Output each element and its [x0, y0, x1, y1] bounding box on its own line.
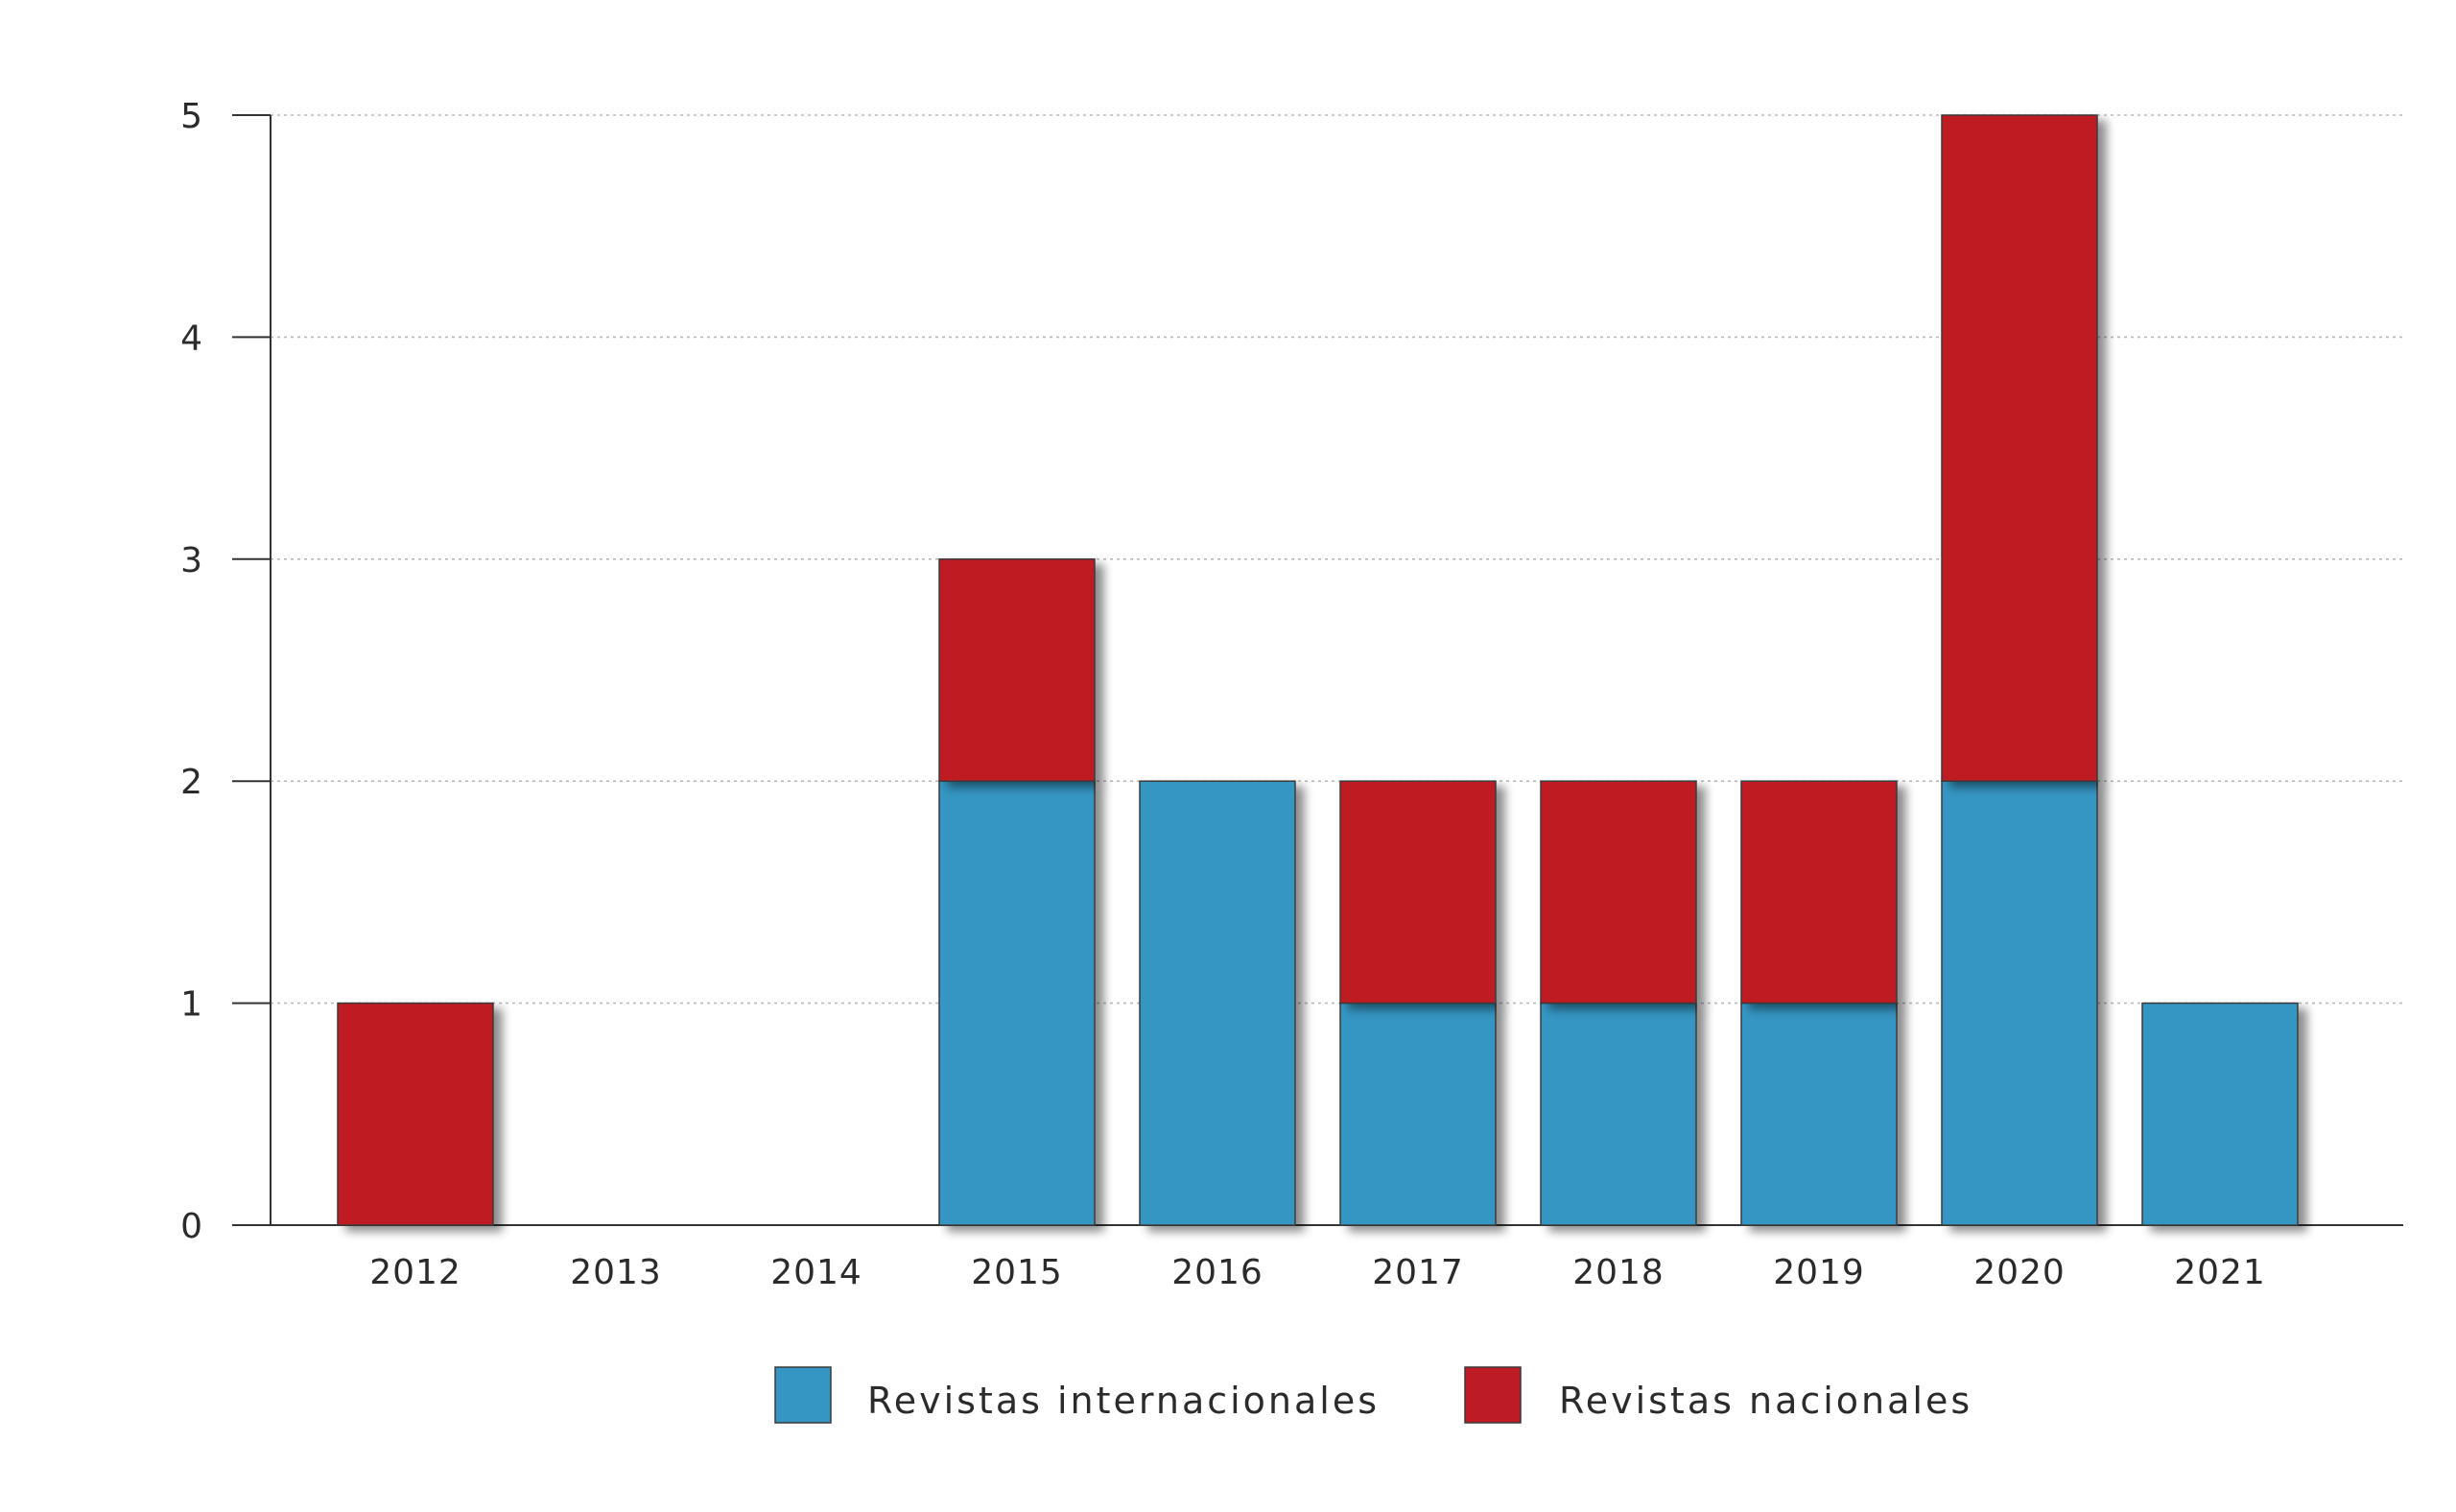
y-tick-label-4: 4 — [180, 319, 203, 358]
legend: Revistas internacionales Revistas naciona… — [774, 1366, 1972, 1424]
y-tick-label-5: 5 — [180, 97, 203, 136]
bar-2018-series-0 — [1540, 1002, 1697, 1226]
bar-2015-series-0 — [938, 780, 1096, 1226]
y-tick-label-3: 3 — [180, 541, 203, 580]
x-tick-label-2014: 2014 — [770, 1253, 862, 1292]
y-tick-label-0: 0 — [180, 1207, 203, 1246]
tick-labels: 0 1 2 3 4 5 2012 2013 2014 2015 2016 2017 2018 2019 20… — [180, 97, 2266, 1292]
bar-2021-series-0 — [2141, 1002, 2299, 1226]
x-tick-label-2021: 2021 — [2174, 1253, 2266, 1292]
x-tick-label-2018: 2018 — [1572, 1253, 1665, 1292]
x-tick-label-2016: 2016 — [1171, 1253, 1263, 1292]
bar-2017-series-0 — [1339, 1002, 1497, 1226]
y-tick-label-1: 1 — [180, 985, 203, 1025]
bar-2016-series-0 — [1139, 780, 1296, 1226]
bars — [337, 114, 2299, 1226]
bar-2015-series-1 — [938, 558, 1096, 782]
x-tick-label-2015: 2015 — [971, 1253, 1063, 1292]
bar-2019-series-1 — [1740, 780, 1898, 1004]
legend-swatch-1 — [1464, 1366, 1522, 1424]
bar-2018-series-1 — [1540, 780, 1697, 1004]
legend-label-0: Revistas internacionales — [867, 1380, 1380, 1422]
bar-2020-series-1 — [1941, 114, 2098, 782]
x-tick-label-2013: 2013 — [570, 1253, 662, 1292]
bar-2017-series-1 — [1339, 780, 1497, 1004]
bar-2020-series-0 — [1941, 780, 2098, 1226]
x-tick-label-2012: 2012 — [369, 1253, 461, 1292]
y-tick-label-2: 2 — [180, 763, 203, 802]
x-tick-label-2017: 2017 — [1372, 1253, 1464, 1292]
legend-label-1: Revistas nacionales — [1559, 1380, 1972, 1422]
bar-2012-series-1 — [337, 1002, 494, 1226]
legend-swatch-0 — [774, 1366, 832, 1424]
x-tick-label-2020: 2020 — [1973, 1253, 2066, 1292]
bar-2019-series-0 — [1740, 1002, 1898, 1226]
x-tick-label-2019: 2019 — [1773, 1253, 1865, 1292]
